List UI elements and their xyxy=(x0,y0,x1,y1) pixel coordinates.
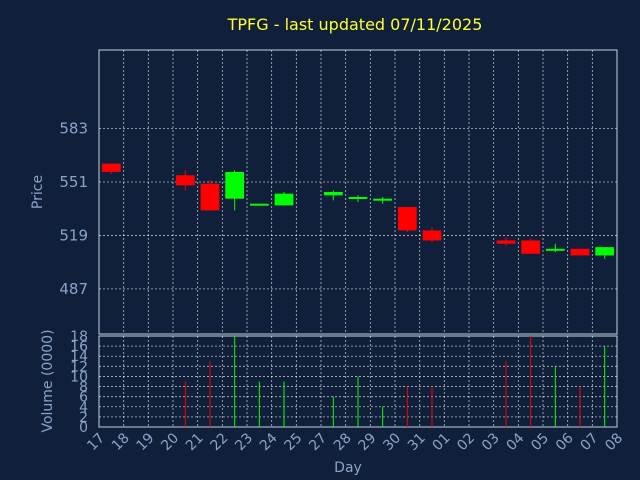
x-tick-label: 05 xyxy=(528,430,552,454)
x-tick-label: 02 xyxy=(454,430,478,454)
price-tick-label: 583 xyxy=(59,120,88,138)
price-axis-label: Price xyxy=(30,175,46,209)
x-tick-label: 30 xyxy=(380,430,404,454)
x-tick-label: 27 xyxy=(306,430,330,454)
candle-27 xyxy=(323,190,343,201)
volume-tick-label: 16 xyxy=(70,339,88,355)
candle-07 xyxy=(595,247,615,259)
candle-body xyxy=(323,192,343,196)
candle-body xyxy=(101,163,121,172)
volume-tick-label: 0 xyxy=(79,420,88,436)
candle-body xyxy=(373,198,393,201)
volume-tick-label: 4 xyxy=(79,400,88,416)
volume-tick-label: 10 xyxy=(70,369,88,385)
x-axis-label: Day xyxy=(334,460,362,476)
volume-tick-label: 8 xyxy=(79,380,88,396)
x-tick-label: 06 xyxy=(553,430,577,454)
x-tick-label: 24 xyxy=(257,430,281,454)
candle-03 xyxy=(496,237,516,246)
x-tick-label: 29 xyxy=(356,430,380,454)
x-tick-label: 21 xyxy=(183,430,207,454)
x-tick-label: 25 xyxy=(282,430,306,454)
candle-body xyxy=(595,247,615,256)
volume-tick-label: 6 xyxy=(79,390,88,406)
x-tick-label: 19 xyxy=(134,430,158,454)
candle-31 xyxy=(422,227,442,243)
price-tick-label: 551 xyxy=(59,173,88,191)
candle-body xyxy=(521,240,541,254)
candle-28 xyxy=(348,195,368,203)
candle-04 xyxy=(521,238,541,254)
candle-body xyxy=(175,175,195,186)
x-tick-label: 20 xyxy=(158,430,182,454)
x-tick-label: 07 xyxy=(578,430,602,454)
candle-29 xyxy=(373,197,393,204)
candle-body xyxy=(225,171,245,199)
candle-05 xyxy=(545,243,565,253)
candle-body xyxy=(348,197,368,200)
candle-24 xyxy=(274,192,294,206)
candle-22 xyxy=(225,170,245,211)
price-tick-label: 487 xyxy=(59,280,88,298)
x-tick-label: 08 xyxy=(602,430,626,454)
candle-body xyxy=(545,248,565,251)
x-tick-label: 22 xyxy=(208,430,232,454)
candle-23 xyxy=(249,203,269,206)
x-tick-label: 04 xyxy=(504,430,528,454)
chart-title: TPFG - last updated 07/11/2025 xyxy=(227,15,483,34)
volume-tick-label: 14 xyxy=(70,349,88,365)
candle-17 xyxy=(101,163,121,174)
price-panel: 487 519 551 583 xyxy=(59,49,618,335)
candle-body xyxy=(249,203,269,206)
candle-30 xyxy=(397,207,417,233)
volume-axis-label: Volume (0000) xyxy=(40,329,56,432)
volume-tick-label: 18 xyxy=(70,329,88,345)
price-panel-frame xyxy=(98,49,618,335)
candle-body xyxy=(397,207,417,231)
x-tick-label: 23 xyxy=(232,430,256,454)
candle-06 xyxy=(570,248,590,256)
candle-body xyxy=(570,248,590,256)
x-tick-label: 01 xyxy=(430,430,454,454)
volume-tick-label: 12 xyxy=(70,359,88,375)
candle-body xyxy=(200,183,220,211)
candle-body xyxy=(274,193,294,206)
x-tick-label: 28 xyxy=(331,430,355,454)
x-tick-label: 03 xyxy=(479,430,503,454)
candle-body xyxy=(496,240,516,244)
x-axis: 17 18 19 20 21 22 23 24 25 27 28 29 30 31 01 02 03 04 05 06… xyxy=(84,430,626,454)
x-tick-label: 18 xyxy=(109,430,133,454)
candle-21 xyxy=(200,180,220,211)
volume-tick-label: 2 xyxy=(79,410,88,426)
candle-20 xyxy=(175,170,195,191)
price-tick-label: 519 xyxy=(59,226,88,244)
candle-body xyxy=(422,230,442,241)
x-tick-label: 31 xyxy=(405,430,429,454)
